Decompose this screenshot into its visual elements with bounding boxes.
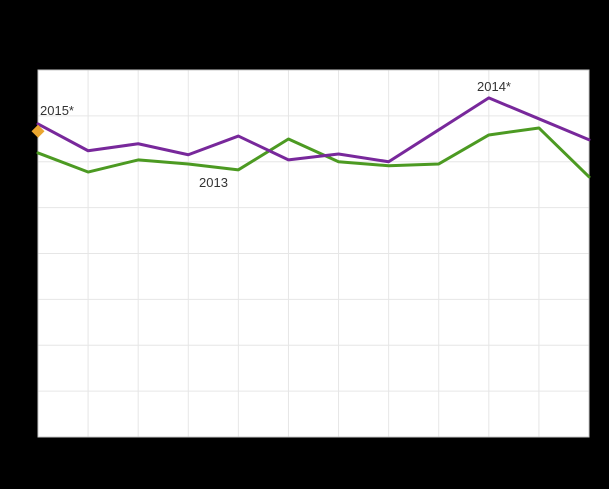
annotation-2014: 2014*: [477, 79, 511, 94]
series-line-2014: [36, 96, 591, 164]
annotation-2013: 2013: [199, 175, 228, 190]
diamond-marker-2015: [31, 124, 45, 138]
plot-border: [37, 69, 590, 438]
series-line-2013: [36, 126, 591, 179]
annotation-2015: 2015*: [40, 103, 74, 118]
